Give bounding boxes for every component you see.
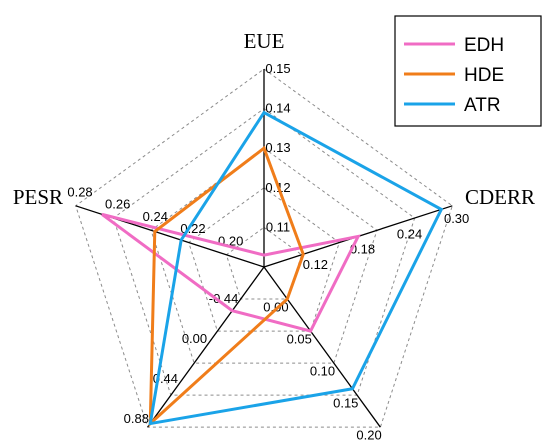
- tick-label: 0.24: [397, 226, 422, 241]
- legend-label-edh: EDH: [464, 35, 504, 56]
- tick-label: 0.24: [143, 209, 168, 224]
- axis-line-atcsr: [263, 266, 381, 428]
- legend-box: [394, 15, 542, 127]
- tick-label: 0.00: [182, 331, 207, 346]
- tick-label: 0.30: [444, 211, 469, 226]
- tick-label: 0.15: [333, 395, 358, 410]
- axis-title-pesr: PESR: [13, 185, 63, 209]
- tick-labels: 0.110.120.130.140.150.120.180.240.300.00…: [67, 61, 469, 442]
- tick-label: -0.44: [209, 291, 239, 306]
- axis-titles: EUE CDERR ATCSR BESR PESR: [13, 29, 535, 442]
- tick-label: 0.12: [303, 257, 328, 272]
- series-line-edh: [101, 212, 361, 333]
- tick-label: 0.26: [105, 197, 130, 212]
- legend-label-atr: ATR: [464, 95, 501, 116]
- legend: EDH HDE ATR: [394, 15, 542, 127]
- tick-label: 0.15: [265, 61, 290, 76]
- tick-label: 0.11: [266, 219, 290, 234]
- grid-ring-4: [112, 107, 416, 396]
- data-series: [101, 110, 444, 428]
- axis-title-besr: BESR: [93, 438, 146, 442]
- tick-label: 0.20: [356, 427, 381, 442]
- grid-ring-3: [150, 147, 378, 364]
- legend-label-hde: HDE: [464, 65, 504, 86]
- tick-label: 0.05: [287, 331, 312, 346]
- axis-line-besr: [147, 266, 265, 428]
- axis-title-atcsr: ATCSR: [383, 438, 448, 442]
- grid-ring-5: [75, 68, 453, 428]
- tick-label: 0.14: [265, 101, 290, 116]
- tick-label: 0.10: [310, 363, 335, 378]
- tick-label: 0.18: [350, 242, 375, 257]
- axis-title-cderr: CDERR: [465, 185, 535, 209]
- series-line-atr: [148, 110, 444, 426]
- tick-label: 0.88: [124, 411, 149, 426]
- axis-title-eue: EUE: [244, 29, 285, 53]
- series-line-hde: [148, 145, 305, 428]
- tick-label: 0.13: [265, 140, 290, 155]
- tick-label: 0.28: [67, 184, 92, 199]
